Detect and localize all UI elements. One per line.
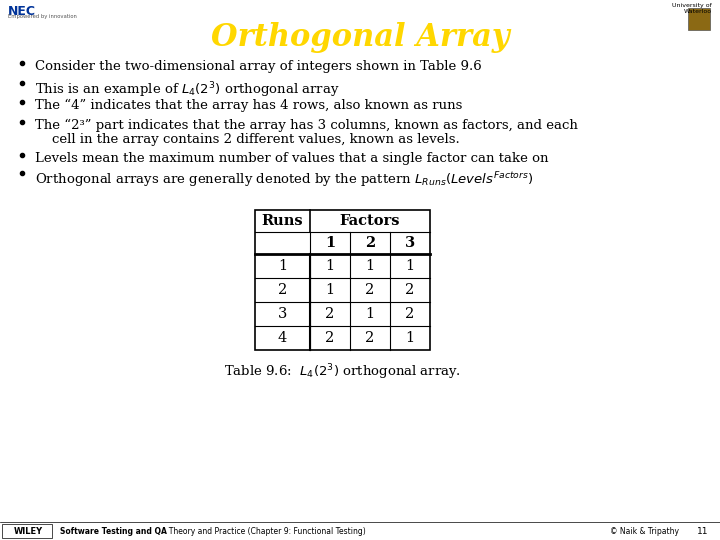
Text: © Naik & Tripathy: © Naik & Tripathy (610, 527, 679, 536)
Text: This is an example of $\mathit{L}_4(2^3)$ orthogonal array: This is an example of $\mathit{L}_4(2^3)… (35, 80, 340, 99)
Text: 11: 11 (696, 527, 708, 536)
Text: 2: 2 (365, 331, 374, 345)
Text: 2: 2 (325, 307, 335, 321)
Text: Runs: Runs (261, 214, 303, 228)
Text: 1: 1 (405, 331, 415, 345)
Text: Theory and Practice (Chapter 9: Functional Testing): Theory and Practice (Chapter 9: Function… (164, 527, 366, 536)
Text: Levels mean the maximum number of values that a single factor can take on: Levels mean the maximum number of values… (35, 152, 549, 165)
Text: Table 9.6:  $L_4(2^3)$ orthogonal array.: Table 9.6: $L_4(2^3)$ orthogonal array. (224, 362, 461, 382)
Text: 1: 1 (405, 259, 415, 273)
Text: 3: 3 (278, 307, 287, 321)
Text: WILEY: WILEY (14, 526, 42, 536)
FancyBboxPatch shape (688, 8, 710, 30)
Text: 4: 4 (278, 331, 287, 345)
Text: Software Testing and QA: Software Testing and QA (60, 527, 167, 536)
Text: The “4” indicates that the array has 4 rows, also known as runs: The “4” indicates that the array has 4 r… (35, 99, 462, 112)
Text: 2: 2 (278, 283, 287, 297)
Text: University of
Waterloo: University of Waterloo (672, 3, 712, 14)
Text: 1: 1 (325, 236, 335, 250)
Text: 1: 1 (278, 259, 287, 273)
Text: 1: 1 (325, 283, 335, 297)
Bar (255, 210, 430, 350)
Text: 2: 2 (325, 331, 335, 345)
Text: Orthogonal arrays are generally denoted by the pattern $L_{Runs}(Levels^{Factors: Orthogonal arrays are generally denoted … (35, 170, 534, 190)
Text: Orthogonal Array: Orthogonal Array (211, 22, 509, 53)
Text: 1: 1 (366, 307, 374, 321)
Text: 3: 3 (405, 236, 415, 250)
Text: 2: 2 (365, 283, 374, 297)
Text: Empowered by innovation: Empowered by innovation (8, 14, 77, 19)
Text: Factors: Factors (340, 214, 400, 228)
FancyBboxPatch shape (2, 524, 52, 538)
Text: 2: 2 (405, 307, 415, 321)
Text: 1: 1 (366, 259, 374, 273)
Text: cell in the array contains 2 different values, known as levels.: cell in the array contains 2 different v… (35, 133, 460, 146)
Text: NEC: NEC (8, 5, 36, 18)
Text: 2: 2 (405, 283, 415, 297)
Text: 1: 1 (325, 259, 335, 273)
Text: 2: 2 (365, 236, 375, 250)
Text: Consider the two-dimensional array of integers shown in Table 9.6: Consider the two-dimensional array of in… (35, 60, 482, 73)
Text: The “2³” part indicates that the array has 3 columns, known as factors, and each: The “2³” part indicates that the array h… (35, 119, 578, 132)
